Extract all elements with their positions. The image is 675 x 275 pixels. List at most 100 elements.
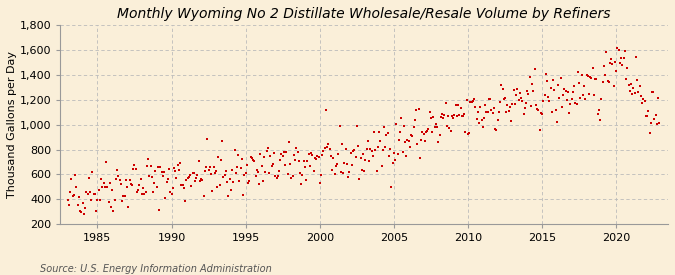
Point [181, 178, 192, 182]
Point [119, 194, 130, 198]
Point [135, 177, 146, 181]
Point [583, 74, 593, 78]
Point [464, 131, 475, 135]
Point [233, 153, 244, 157]
Point [585, 75, 595, 79]
Point [566, 97, 577, 102]
Point [532, 107, 543, 111]
Point [328, 156, 339, 161]
Point [234, 178, 245, 183]
Point [303, 152, 314, 156]
Point [401, 153, 412, 158]
Point [413, 107, 424, 111]
Point [236, 157, 247, 162]
Point [345, 151, 356, 156]
Point [281, 150, 292, 155]
Point [506, 118, 516, 123]
Point [403, 139, 414, 144]
Point [92, 198, 103, 202]
Point [160, 196, 171, 200]
Point [481, 110, 492, 114]
Point [644, 130, 655, 135]
Point [441, 124, 452, 128]
Point [260, 170, 271, 174]
Point [256, 164, 267, 169]
Point [528, 89, 539, 93]
Point [166, 192, 177, 197]
Point [346, 163, 357, 167]
Point [270, 174, 281, 178]
Point [123, 205, 134, 210]
Point [437, 112, 448, 116]
Point [129, 163, 140, 167]
Point [76, 210, 87, 214]
Point [161, 180, 172, 184]
Point [387, 161, 398, 165]
Point [112, 168, 123, 173]
Point [466, 100, 477, 104]
Point [650, 113, 661, 117]
Point [558, 93, 568, 97]
Point [529, 67, 540, 71]
Point [342, 161, 352, 166]
Point [335, 170, 346, 174]
Point [323, 141, 334, 146]
Point [622, 66, 632, 70]
Point [202, 137, 213, 142]
Point [133, 188, 144, 192]
Point [389, 158, 400, 163]
Point [593, 108, 604, 112]
Point [176, 183, 187, 188]
Point [537, 112, 547, 116]
Point [425, 109, 435, 114]
Point [522, 89, 533, 94]
Point [96, 177, 107, 182]
Point [113, 174, 124, 178]
Point [359, 169, 370, 173]
Point [315, 181, 325, 185]
Point [410, 108, 421, 112]
Point [245, 155, 256, 159]
Point [228, 180, 239, 184]
Point [221, 169, 232, 173]
Point [606, 57, 617, 61]
Point [142, 164, 153, 168]
Point [317, 153, 327, 157]
Point [138, 186, 148, 190]
Point [587, 66, 598, 70]
Point [477, 124, 488, 129]
Point [607, 62, 618, 66]
Point [483, 110, 493, 114]
Point [502, 102, 513, 107]
Point [178, 186, 189, 190]
Point [77, 201, 88, 205]
Point [440, 100, 451, 105]
Point [568, 90, 578, 94]
Point [364, 158, 375, 163]
Point [331, 162, 342, 167]
Point [144, 174, 155, 178]
Point [205, 165, 215, 169]
Point [84, 175, 95, 180]
Point [134, 183, 145, 188]
Point [193, 159, 204, 163]
Point [565, 101, 576, 106]
Point [535, 110, 546, 115]
Point [572, 69, 583, 74]
Point [214, 183, 225, 187]
Point [519, 106, 530, 110]
Point [623, 82, 634, 87]
Point [410, 117, 421, 122]
Point [394, 138, 404, 142]
Point [185, 173, 196, 178]
Point [207, 189, 218, 193]
Point [595, 118, 605, 122]
Point [98, 180, 109, 185]
Point [243, 181, 254, 186]
Point [538, 99, 549, 103]
Point [454, 112, 464, 117]
Point [592, 112, 603, 116]
Point [203, 168, 214, 172]
Point [541, 72, 551, 76]
Point [163, 167, 174, 171]
